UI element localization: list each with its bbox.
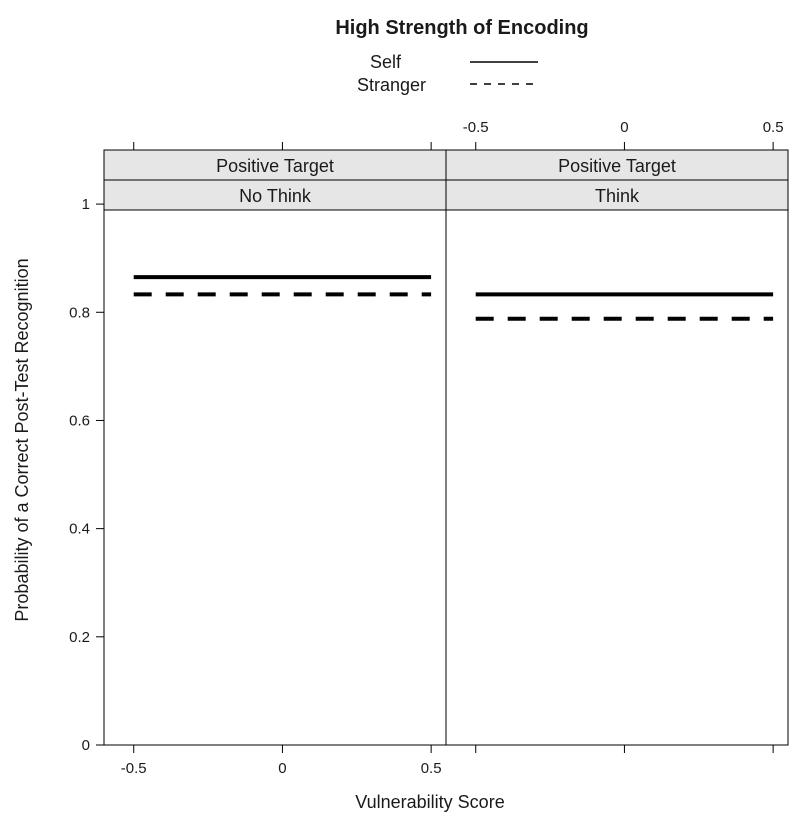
plot-frame-2 <box>445 209 789 746</box>
x-tick-label-top: -0.5 <box>463 119 489 136</box>
strip-top-label-2: Positive Target <box>558 156 676 176</box>
x-tick-label: -0.5 <box>121 760 147 777</box>
y-tick-label: 0.6 <box>69 412 90 429</box>
panels: Positive Target No Think Positive Target Th… <box>103 149 789 746</box>
y-axis-label: Probability of a Correct Post-Test Recog… <box>12 258 32 621</box>
plot-frame-1 <box>103 209 447 746</box>
strip-top-2 <box>445 149 789 181</box>
panel-1: Positive Target No Think <box>103 149 447 746</box>
y-tick-label: 0.2 <box>69 629 90 646</box>
y-tick-label: 1 <box>82 196 90 213</box>
strip-top-label-1: Positive Target <box>216 156 334 176</box>
y-tick-label: 0.4 <box>69 521 90 538</box>
legend-label-stranger: Stranger <box>357 75 426 95</box>
x-tick-label: 0 <box>278 760 286 777</box>
x-tick-label: 0.5 <box>421 760 442 777</box>
x-tick-label-top: 0 <box>620 119 628 136</box>
x-axis-label: Vulnerability Score <box>355 792 504 812</box>
panel-2: Positive Target Think <box>445 149 789 746</box>
legend-label-self: Self <box>370 52 402 72</box>
legend: Self Stranger <box>357 52 538 95</box>
axes: -0.5 0 0.5 -0.5 0 0.5 0 0.2 0.4 0.6 0.8 1 <box>69 119 783 777</box>
strip-bottom-label-1: No Think <box>239 186 312 206</box>
y-tick-label: 0 <box>82 737 90 754</box>
x-tick-label-top: 0.5 <box>763 119 784 136</box>
y-tick-label: 0.8 <box>69 304 90 321</box>
chart-title: High Strength of Encoding <box>335 17 588 39</box>
strip-bottom-label-2: Think <box>595 186 640 206</box>
